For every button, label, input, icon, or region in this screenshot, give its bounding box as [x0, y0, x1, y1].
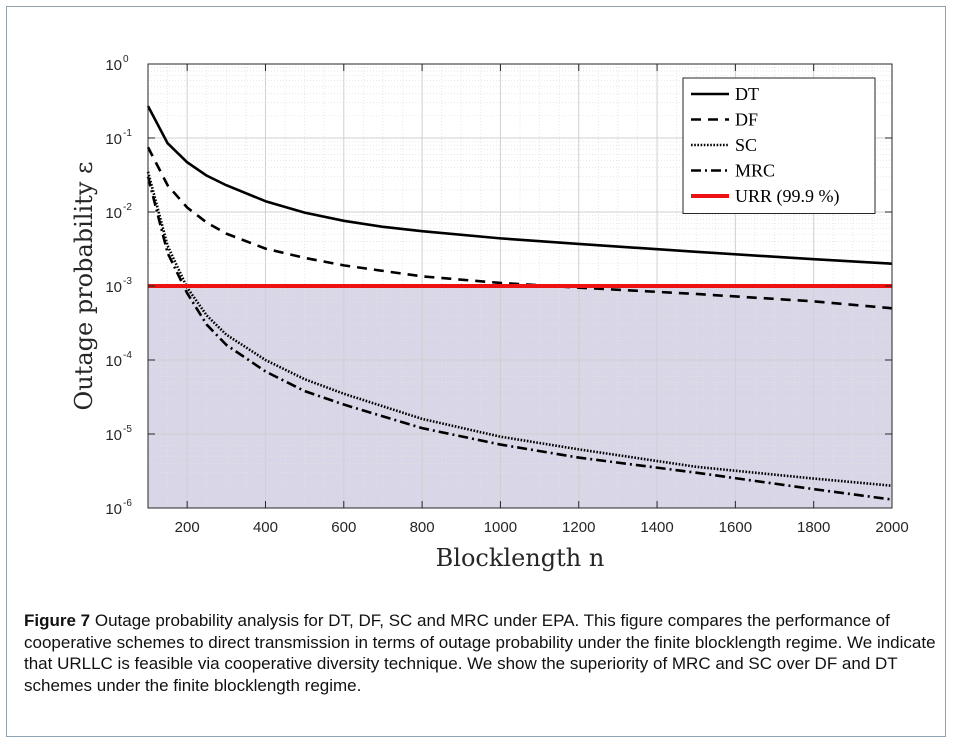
y-tick-exponent: 0 — [123, 54, 129, 65]
series-line-3 — [146, 176, 893, 501]
series-line-2 — [146, 171, 893, 488]
x-tick-label: 1400 — [640, 519, 673, 536]
x-tick-label: 1200 — [562, 519, 595, 536]
y-tick-label: 10 — [105, 501, 122, 518]
y-tick-label: 10 — [105, 57, 122, 74]
x-tick-label: 800 — [410, 519, 435, 536]
series-layer — [146, 105, 893, 501]
axes-layer — [147, 63, 893, 509]
y-tick-exponent: -3 — [123, 276, 132, 287]
series-line-1 — [146, 146, 893, 310]
figure-caption-text: Outage probability analysis for DT, DF, … — [24, 611, 936, 695]
figure-label: Figure 7 — [24, 611, 91, 630]
x-tick-label: 1800 — [797, 519, 830, 536]
y-tick-label: 10 — [105, 205, 122, 222]
legend-label-1: DF — [735, 110, 758, 130]
x-tick-label: 1000 — [484, 519, 517, 536]
x-axis-title: Blocklength n — [436, 544, 605, 572]
y-tick-exponent: -2 — [123, 202, 132, 213]
legend-label-2: SC — [735, 135, 757, 155]
y-tick-label: 10 — [105, 279, 122, 296]
series-line-0 — [146, 105, 893, 266]
legend: DT DF SC MRC URR (99.9 %) — [682, 77, 876, 214]
legend-label-0: DT — [735, 84, 759, 104]
y-tick-label: 10 — [105, 131, 122, 148]
x-tick-label: 200 — [175, 519, 200, 536]
y-tick-label: 10 — [105, 353, 122, 370]
y-tick-exponent: -1 — [123, 128, 132, 139]
y-tick-exponent: -6 — [123, 498, 132, 509]
y-tick-exponent: -5 — [123, 424, 132, 435]
legend-label-4: URR (99.9 %) — [735, 186, 840, 207]
x-tick-label: 2000 — [875, 519, 908, 536]
y-axis-title: Outage probability ε — [70, 162, 98, 411]
y-tick-label: 10 — [105, 427, 122, 444]
x-tick-label: 1600 — [719, 519, 752, 536]
figure-caption: Figure 7 Outage probability analysis for… — [24, 610, 939, 696]
legend-label-3: MRC — [735, 161, 775, 181]
x-tick-label: 400 — [253, 519, 278, 536]
y-tick-exponent: -4 — [123, 350, 132, 361]
x-tick-label: 600 — [331, 519, 356, 536]
